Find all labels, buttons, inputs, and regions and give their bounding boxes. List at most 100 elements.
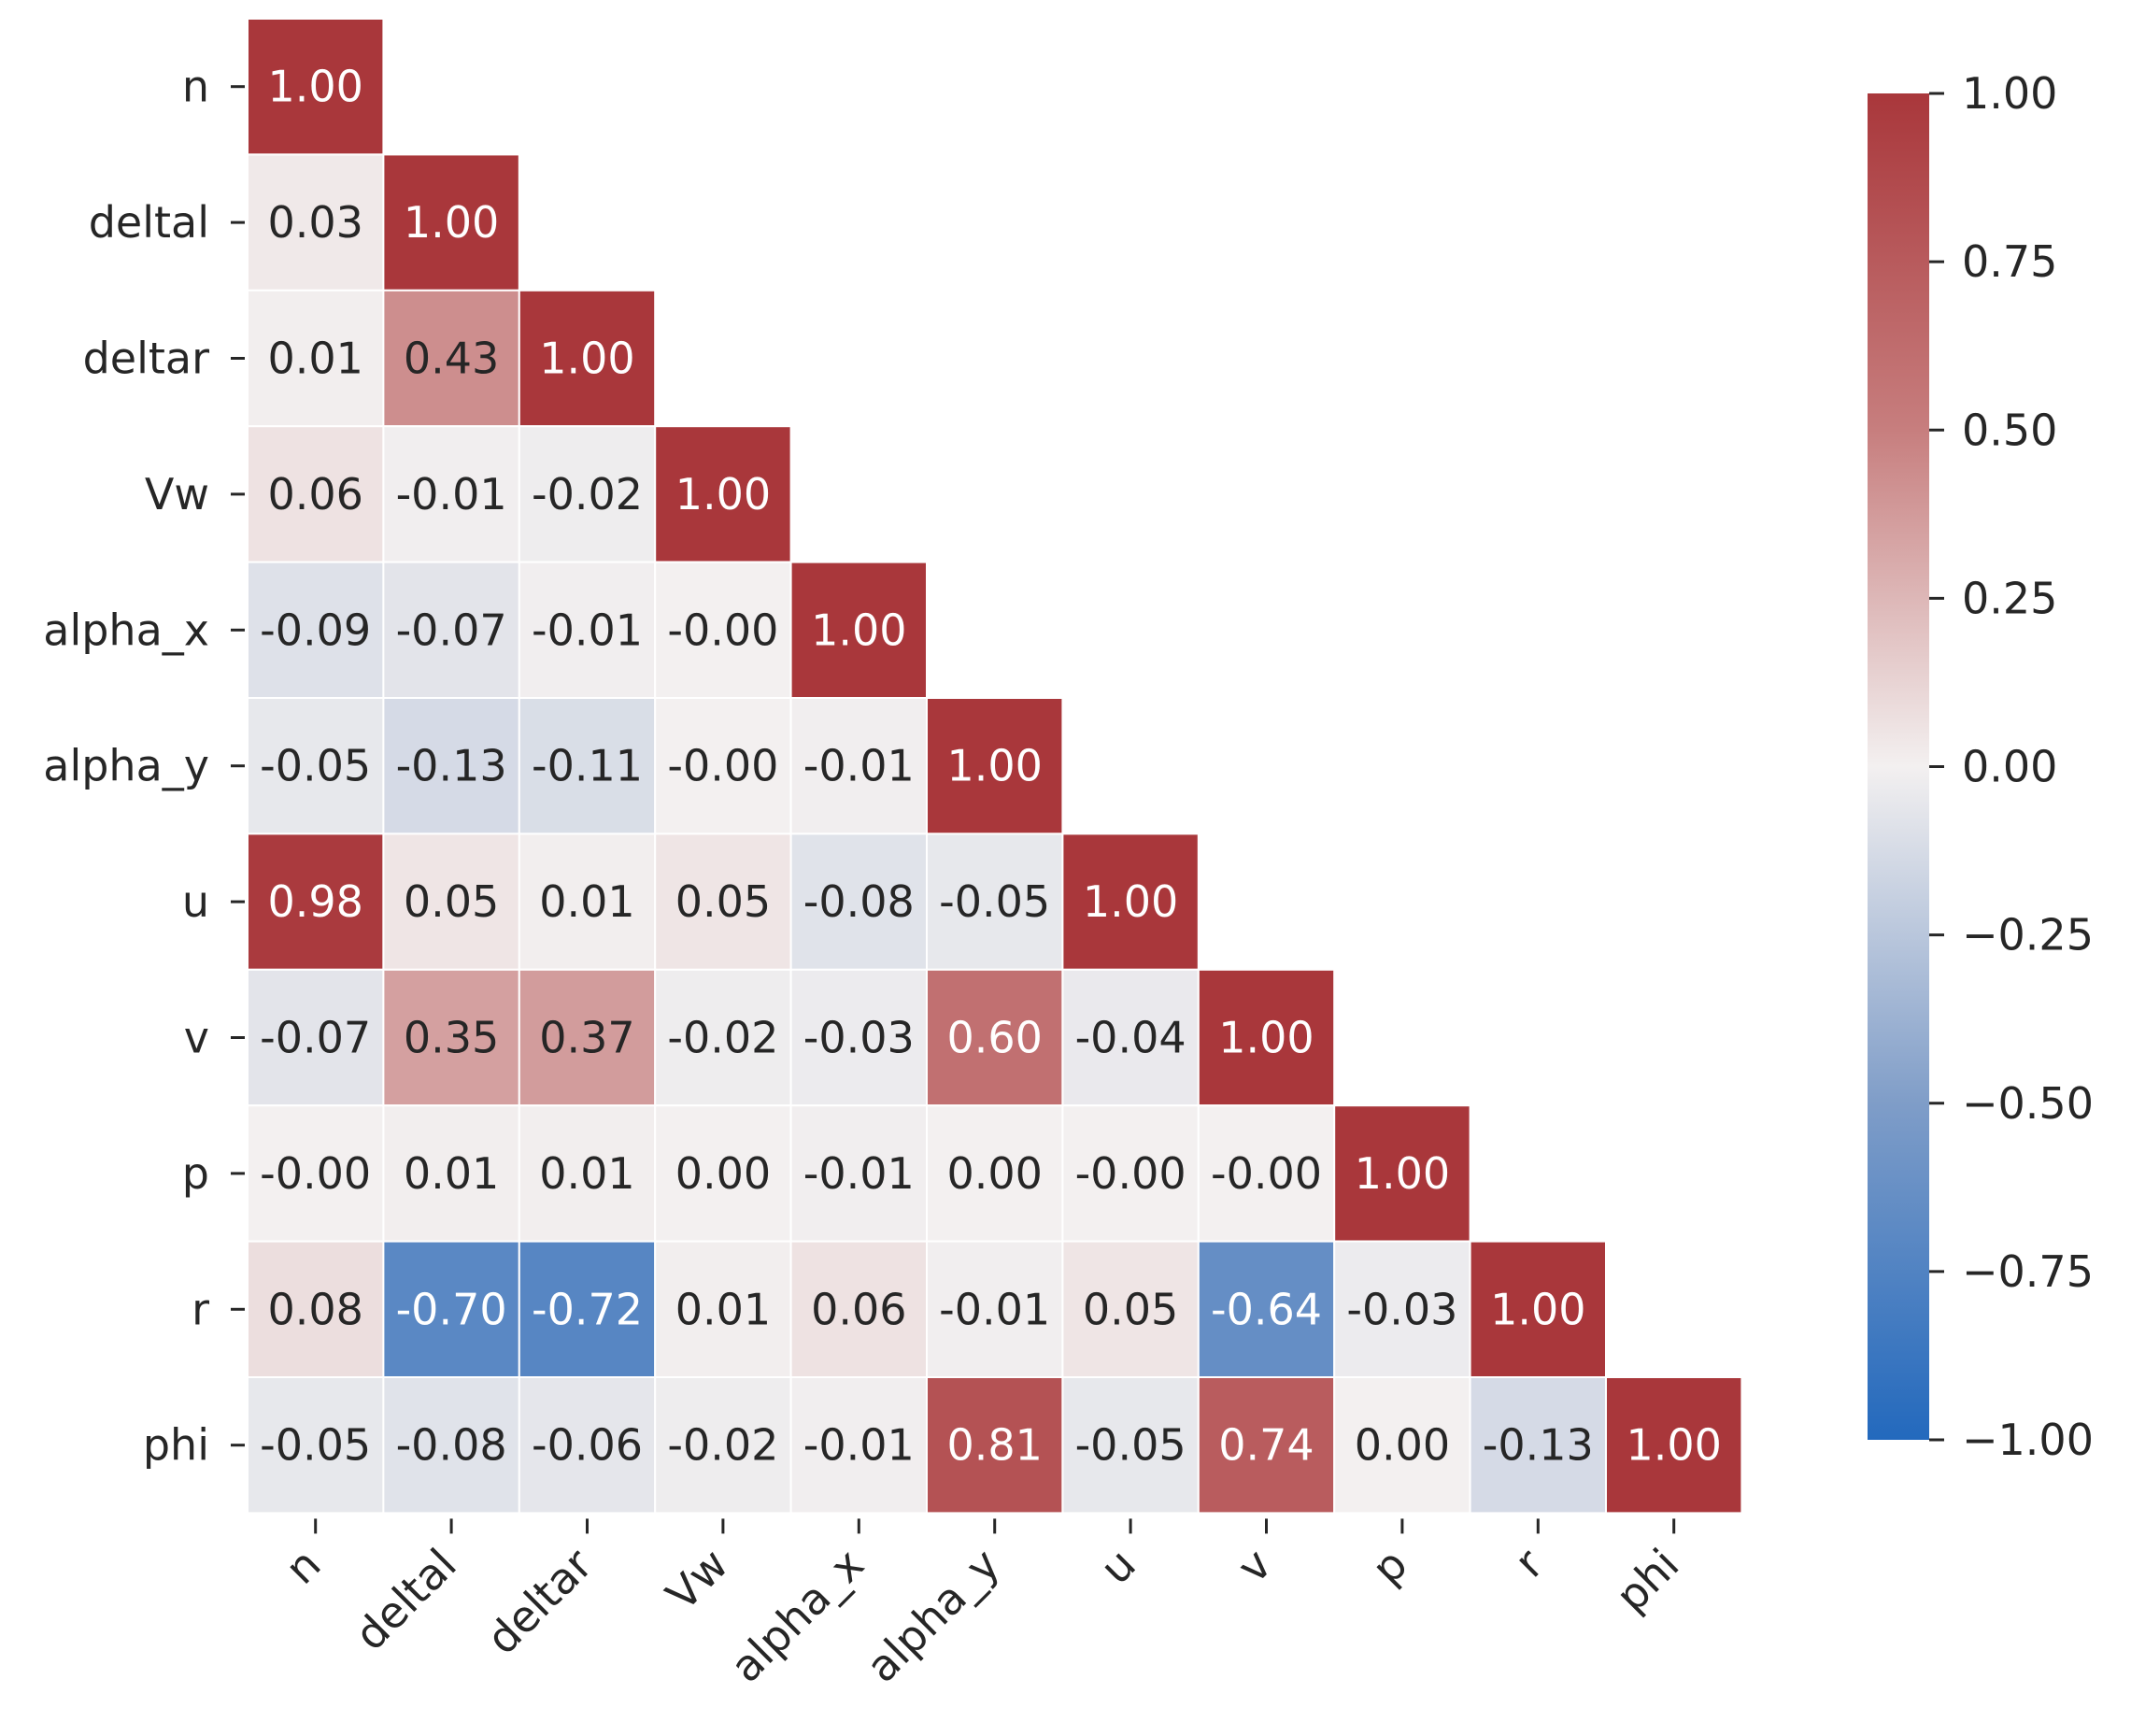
y-tick-label: deltar [83,334,210,384]
cell-value-label: -0.13 [396,741,507,791]
cell-value-label: 1.00 [946,741,1042,791]
cell-value-label: 0.05 [404,876,499,927]
colorbar-tick-label: 0.75 [1962,236,2057,287]
heatmap-cell [382,1376,520,1515]
cell-value-label: -0.02 [667,1013,778,1063]
cell-value-label: -0.64 [1211,1284,1322,1334]
cell-value-label: 1.00 [1355,1148,1450,1199]
cell-value-label: 1.00 [1218,1013,1314,1063]
heatmap-cell [247,289,385,428]
heatmap-cell [382,561,520,699]
cell-value-label: 1.00 [267,62,362,112]
y-tick-label: alpha_y [43,741,209,791]
cell-value-label: 0.01 [539,876,634,927]
heatmap-cell [382,1240,520,1378]
cell-value-label: -0.00 [1075,1148,1186,1199]
heatmap-cell [518,1104,657,1243]
cell-value-label: 0.00 [1355,1420,1450,1471]
y-tick-label: deltal [89,197,209,248]
x-tick-label: p [1362,1539,1417,1594]
heatmap-cell [518,1240,657,1378]
cell-value-label: 0.00 [946,1148,1042,1199]
heatmap-cell [518,561,657,699]
cell-value-label: 0.98 [267,876,362,927]
heatmap-cell [654,1104,792,1243]
colorbar-ticks: 1.00 0.75 0.50 0.25 0.00 −0.25 −0.50 −0.75 −1.00 [1929,68,2094,1465]
cell-value-label: 0.60 [946,1013,1042,1063]
x-tick-label: r [1505,1539,1554,1587]
heatmap-cell [382,153,520,292]
heatmap-cell [1197,1240,1336,1378]
x-tick-label: alpha_y [857,1539,1010,1692]
y-tick-label: n [182,62,209,112]
cell-value-label: 1.00 [404,197,499,248]
cell-value-label: 0.05 [1083,1284,1178,1334]
cell-value-label: -0.01 [803,1148,915,1199]
heatmap-cell [1333,1240,1471,1378]
heatmap-cell [247,832,385,971]
cell-value-label: 0.43 [404,334,499,384]
cell-value-label: -0.13 [1483,1420,1594,1471]
heatmap-cell [1469,1240,1607,1378]
heatmap-cell [654,561,792,699]
heatmap-cell [247,697,385,835]
x-tick-label: deltar [476,1539,602,1664]
heatmap-cell [1061,832,1200,971]
heatmap-cell [247,1376,385,1515]
cell-value-label: -0.09 [260,605,371,655]
heatmap-cell [789,697,928,835]
heatmap-cell [654,1240,792,1378]
heatmap-cell [926,697,1064,835]
colorbar-tick-label: 1.00 [1962,68,2057,119]
heatmap-cell [1605,1376,1743,1515]
y-tick-label: p [182,1148,209,1199]
heatmap-cell [789,561,928,699]
cell-value-label: -0.08 [396,1420,507,1471]
heatmap-cell [247,1240,385,1378]
cell-value-label: -0.01 [939,1284,1050,1334]
cell-value-label: -0.70 [396,1284,507,1334]
colorbar-tick-label: 0.50 [1962,405,2057,455]
heatmap-cell [518,968,657,1107]
cell-value-label: 0.01 [267,334,362,384]
y-tick-label: u [182,876,209,927]
y-tick-label: phi [143,1420,209,1471]
cell-value-label: -0.04 [1075,1013,1186,1063]
x-tick-label: v [1228,1539,1281,1592]
cell-value-label: -0.08 [803,876,915,927]
colorbar-tick-label: −0.25 [1962,910,2094,960]
y-tick-label: v [184,1013,209,1063]
y-axis: n deltal deltar Vw alpha_x alpha_yu v p r phi [43,62,245,1471]
cell-value-label: 0.81 [946,1420,1042,1471]
cell-value-label: 1.00 [1626,1420,1721,1471]
cell-value-label: -0.01 [532,605,643,655]
heatmap-cell [789,1376,928,1515]
cell-value-label: -0.03 [803,1013,915,1063]
heatmap-cell [1333,1376,1471,1515]
cell-value-label: -0.05 [260,1420,371,1471]
cell-value-label: 0.35 [404,1013,499,1063]
y-tick-label: alpha_x [43,605,209,655]
x-tick-label: alpha_x [720,1539,874,1692]
heatmap-cell [1061,968,1200,1107]
heatmap-cell [926,1240,1064,1378]
y-tick-label: r [192,1284,209,1334]
cell-value-label: -0.05 [939,876,1050,927]
cell-value-label: 1.00 [1083,876,1178,927]
colorbar-tick-label: −0.50 [1962,1078,2094,1129]
cell-value-label: 0.74 [1218,1420,1314,1471]
heatmap-cell [1061,1104,1200,1243]
cell-value-label: 0.06 [811,1284,906,1334]
cell-value-label: 1.00 [675,469,771,519]
y-tick-label: Vw [145,469,209,519]
cell-value-label: -0.02 [667,1420,778,1471]
cell-value-label: -0.07 [260,1013,371,1063]
cell-value-label: -0.05 [1075,1420,1186,1471]
cell-value-label: 0.06 [267,469,362,519]
heatmap-cell [926,1104,1064,1243]
heatmap-cell [247,18,385,156]
heatmap-cells: 1.00 0.03 1.00 0.01 0.43 1.00 0.06 -0.01 -0.02 1.… [247,18,1743,1515]
heatmap-cell [654,697,792,835]
cell-value-label: 0.00 [675,1148,771,1199]
